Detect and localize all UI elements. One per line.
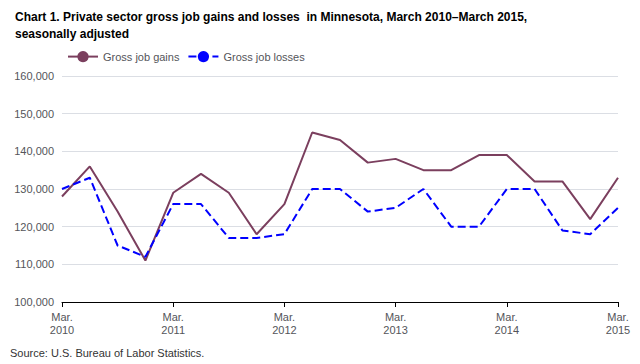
svg-text:120,000: 120,000	[14, 221, 54, 233]
svg-text:100,000: 100,000	[14, 296, 54, 308]
svg-text:2012: 2012	[272, 324, 296, 336]
svg-text:160,000: 160,000	[14, 70, 54, 82]
svg-text:Mar.: Mar.	[51, 311, 72, 323]
svg-text:140,000: 140,000	[14, 145, 54, 157]
svg-text:Mar.: Mar.	[607, 311, 628, 323]
svg-text:Gross job losses: Gross job losses	[223, 51, 305, 63]
svg-text:150,000: 150,000	[14, 108, 54, 120]
svg-text:Source: U.S. Bureau of Labor S: Source: U.S. Bureau of Labor Statistics.	[10, 347, 204, 359]
svg-text:seasonally adjusted: seasonally adjusted	[15, 27, 129, 41]
svg-text:Mar.: Mar.	[162, 311, 183, 323]
svg-text:Mar.: Mar.	[496, 311, 517, 323]
svg-text:Gross job gains: Gross job gains	[103, 51, 180, 63]
svg-text:Chart 1. Private sector gross: Chart 1. Private sector gross job gains …	[15, 10, 527, 24]
svg-text:2015: 2015	[606, 324, 630, 336]
svg-text:2014: 2014	[495, 324, 519, 336]
svg-text:2010: 2010	[50, 324, 74, 336]
svg-text:Mar.: Mar.	[385, 311, 406, 323]
svg-text:110,000: 110,000	[15, 258, 54, 270]
svg-text:2013: 2013	[383, 324, 407, 336]
svg-text:2011: 2011	[161, 324, 185, 336]
svg-text:Mar.: Mar.	[274, 311, 295, 323]
svg-text:130,000: 130,000	[14, 183, 54, 195]
